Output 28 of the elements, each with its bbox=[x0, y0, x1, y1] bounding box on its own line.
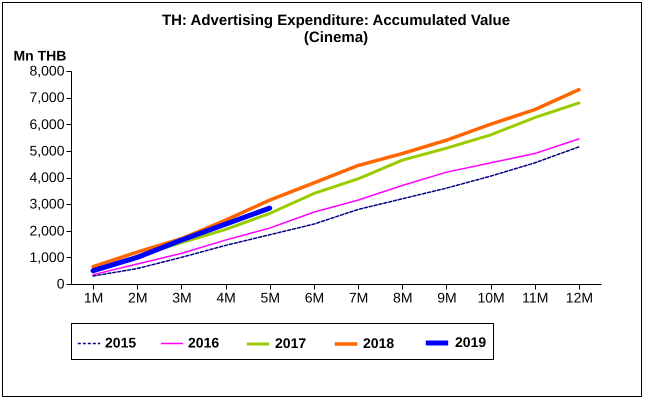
y-axis-title: Mn THB bbox=[14, 48, 66, 64]
chart-title: TH: Advertising Expenditure: Accumulated Value (Cinema) bbox=[162, 12, 510, 46]
x-tick-label: 12M bbox=[566, 290, 594, 306]
y-tick-label: 8,000 bbox=[29, 62, 65, 78]
y-tick-label: 3,000 bbox=[29, 196, 65, 212]
y-tick-label: 6,000 bbox=[29, 116, 65, 132]
x-tick-label: 7M bbox=[348, 290, 368, 306]
legend-label: 2016 bbox=[188, 334, 220, 350]
y-tick-label: 7,000 bbox=[29, 89, 65, 106]
y-tick-label: 2,000 bbox=[29, 222, 65, 238]
x-tick-label: 10M bbox=[477, 290, 505, 306]
x-tick-label: 9M bbox=[437, 290, 457, 306]
x-tick-label: 5M bbox=[260, 290, 280, 306]
legend-label: 2018 bbox=[363, 335, 394, 351]
legend-label: 2015 bbox=[105, 334, 136, 350]
legend-label: 2017 bbox=[275, 335, 306, 351]
y-tick-label: 5,000 bbox=[29, 142, 65, 158]
x-tick-label: 1M bbox=[84, 290, 104, 306]
y-tick-label: 4,000 bbox=[29, 169, 65, 185]
y-tick-label: 1,000 bbox=[29, 248, 65, 265]
x-tick-label: 11M bbox=[522, 290, 548, 306]
x-tick-label: 6M bbox=[304, 290, 324, 306]
x-tick-label: 4M bbox=[216, 290, 236, 306]
x-tick-label: 2M bbox=[128, 290, 148, 306]
y-tick-label: 0 bbox=[56, 276, 65, 292]
x-tick-label: 3M bbox=[172, 290, 192, 306]
x-tick-label: 8M bbox=[393, 290, 412, 306]
legend-label: 2019 bbox=[455, 334, 486, 350]
